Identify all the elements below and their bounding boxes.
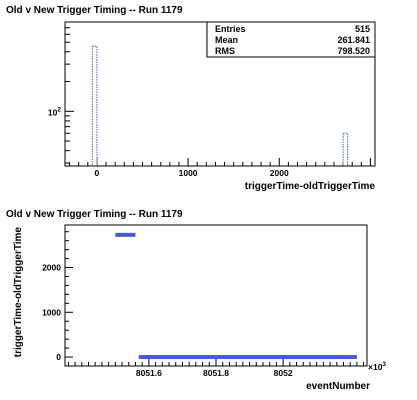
histogram-title: Old v New Trigger Timing -- Run 1179 (6, 5, 183, 16)
scatter-x-tick-label: 8051.8 (203, 368, 229, 378)
scatter-x-multiplier-exp: 3 (382, 361, 386, 368)
histogram-x-tick-label: 2000 (270, 168, 289, 178)
stats-mean-value: 261.841 (337, 35, 370, 45)
scatter-y-axis-label: triggerTime-oldTriggerTime (13, 227, 24, 358)
stats-rms-label: RMS (215, 46, 235, 56)
scatter-axes (65, 231, 365, 367)
histogram-panel: Old v New Trigger Timing -- Run 1179 0 10… (6, 5, 376, 192)
stats-box: Entries 515 Mean 261.841 RMS 798.520 (206, 21, 376, 58)
scatter-series-0 (115, 232, 136, 237)
stats-rms-value: 798.520 (337, 46, 370, 56)
histogram-y-tick-base: 10 (48, 107, 58, 117)
scatter-title: Old v New Trigger Timing -- Run 1179 (6, 209, 183, 220)
scatter-series-1 (138, 355, 357, 360)
histogram-y-tick-label: 102 (48, 106, 61, 117)
histogram-bar-1 (342, 132, 349, 167)
histogram-bar-0 (91, 45, 98, 167)
scatter-x-tick-label: 8051.6 (136, 368, 162, 378)
histogram-y-tick-exp: 2 (57, 106, 61, 113)
scatter-x-multiplier: ×103 (368, 361, 386, 372)
scatter-tick-labels: 8051.6 8051.8 8052 0 1000 2000 (42, 263, 293, 378)
scatter-x-multiplier-base: ×10 (368, 362, 383, 372)
scatter-points (115, 232, 357, 360)
histogram-x-tick-label: 1000 (179, 168, 198, 178)
histogram-axes (65, 27, 371, 166)
scatter-frame (64, 224, 368, 367)
scatter-x-tick-label: 8052 (274, 368, 293, 378)
scatter-y-tick-label: 2000 (42, 263, 61, 273)
histogram-tick-labels: 0 1000 2000 102 (48, 106, 289, 178)
stats-entries-value: 515 (355, 24, 370, 34)
histogram-x-tick-label: 0 (95, 168, 100, 178)
histogram-x-axis-label: triggerTime-oldTriggerTime (245, 181, 376, 192)
scatter-y-tick-label: 0 (56, 352, 61, 362)
stats-box-frame (206, 21, 376, 58)
histogram-bars (91, 45, 349, 167)
stats-entries-label: Entries (215, 24, 246, 34)
stats-mean-label: Mean (215, 35, 238, 45)
scatter-y-tick-label: 1000 (42, 307, 61, 317)
scatter-x-axis-label: eventNumber (306, 381, 370, 392)
scatter-panel: Old v New Trigger Timing -- Run 1179 805… (6, 209, 386, 392)
